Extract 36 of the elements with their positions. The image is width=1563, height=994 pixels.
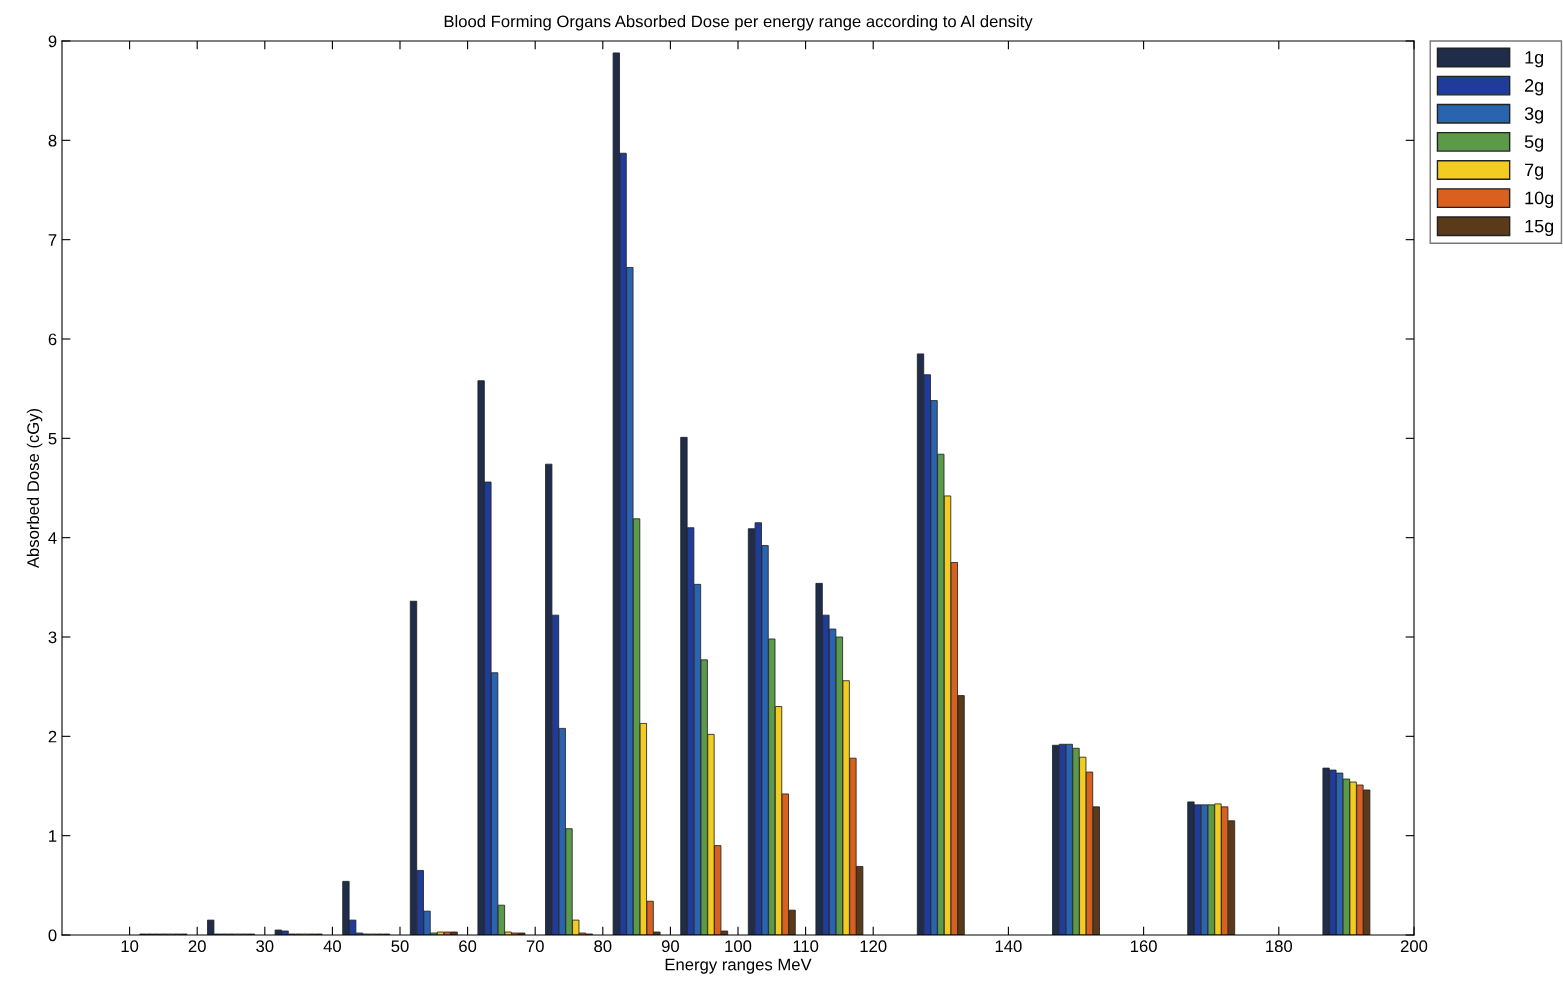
legend-label: 5g	[1524, 135, 1544, 152]
x-tick-label: 50	[391, 940, 409, 953]
x-tick-label: 10	[121, 940, 139, 953]
x-tick-label: 100	[725, 940, 752, 953]
x-tick-label: 200	[1400, 940, 1428, 953]
x-tick-label: 180	[1266, 940, 1293, 953]
x-tick-label: 30	[256, 940, 274, 953]
y-tick-label: 8	[48, 134, 57, 147]
x-tick-label: 80	[594, 940, 612, 953]
y-tick-label: 1	[49, 830, 57, 842]
x-tick-label: 140	[995, 940, 1022, 953]
y-tick-label: 2	[48, 730, 57, 743]
x-tick-label: 60	[459, 940, 477, 953]
x-tick-label: 90	[661, 940, 680, 953]
x-tick-label: 70	[526, 940, 544, 953]
legend-label: 1g	[1525, 51, 1544, 68]
legend-label: 3g	[1524, 107, 1544, 124]
x-tick-label: 20	[188, 940, 206, 953]
y-tick-label: 4	[48, 532, 57, 544]
legend-label: 10g	[1525, 191, 1554, 208]
x-tick-label: 120	[860, 940, 887, 953]
x-tick-label: 40	[323, 940, 342, 953]
legend-label: 15g	[1525, 219, 1554, 237]
chart-title: Blood Forming Organs Absorbed Dose per energy range according to Al density	[444, 15, 1033, 31]
y-tick-label: 6	[48, 333, 57, 346]
y-tick-label: 7	[48, 234, 57, 246]
y-tick-label: 5	[48, 432, 57, 445]
y-tick-label: 0	[48, 929, 57, 942]
legend-label: 7g	[1525, 163, 1544, 180]
y-axis-title: Absorbed Dose (cGy)	[26, 408, 43, 569]
x-axis-title: Energy ranges MeV	[665, 958, 812, 974]
y-tick-label: 9	[48, 35, 57, 48]
x-tick-label: 160	[1130, 940, 1157, 953]
legend-label: 2g	[1525, 79, 1544, 96]
y-tick-label: 3	[48, 631, 57, 644]
x-tick-label: 110	[793, 940, 819, 953]
